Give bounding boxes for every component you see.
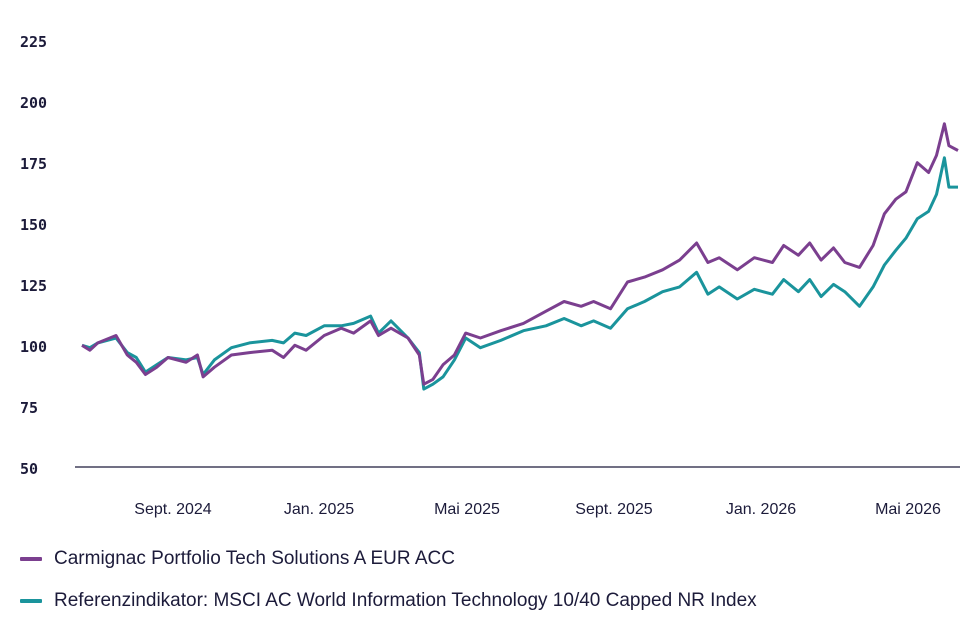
y-tick-label: 75 [20, 399, 38, 417]
legend: Carmignac Portfolio Tech Solutions A EUR… [20, 538, 757, 622]
y-tick-label: 50 [20, 460, 38, 478]
y-axis-labels: 225 200 175 150 125 100 75 50 [20, 33, 47, 478]
y-tick-label: 200 [20, 94, 47, 112]
legend-label-fund: Carmignac Portfolio Tech Solutions A EUR… [54, 548, 455, 569]
x-tick-label: Jan. 2026 [726, 501, 796, 518]
y-tick-label: 150 [20, 216, 47, 234]
x-tick-label: Mai 2025 [434, 501, 500, 518]
x-tick-label: Sept. 2024 [134, 501, 212, 518]
x-tick-label: Jan. 2025 [284, 501, 354, 518]
x-tick-label: Mai 2026 [875, 501, 941, 518]
series-line-benchmark [81, 156, 958, 391]
legend-item-fund: Carmignac Portfolio Tech Solutions A EUR… [20, 538, 757, 580]
legend-item-benchmark: Referenzindikator: MSCI AC World Informa… [20, 580, 757, 622]
y-tick-label: 125 [20, 277, 47, 295]
series-line-fund [81, 122, 959, 386]
legend-swatch-fund [20, 557, 42, 561]
legend-swatch-benchmark [20, 599, 42, 603]
legend-label-benchmark: Referenzindikator: MSCI AC World Informa… [54, 590, 757, 611]
y-tick-label: 100 [20, 338, 47, 356]
x-tick-label: Sept. 2025 [575, 501, 653, 518]
y-tick-label: 225 [20, 33, 47, 51]
series-lines [81, 122, 959, 391]
y-tick-label: 175 [20, 155, 47, 173]
x-axis-labels: Sept. 2024 Jan. 2025 Mai 2025 Sept. 2025… [134, 501, 941, 518]
